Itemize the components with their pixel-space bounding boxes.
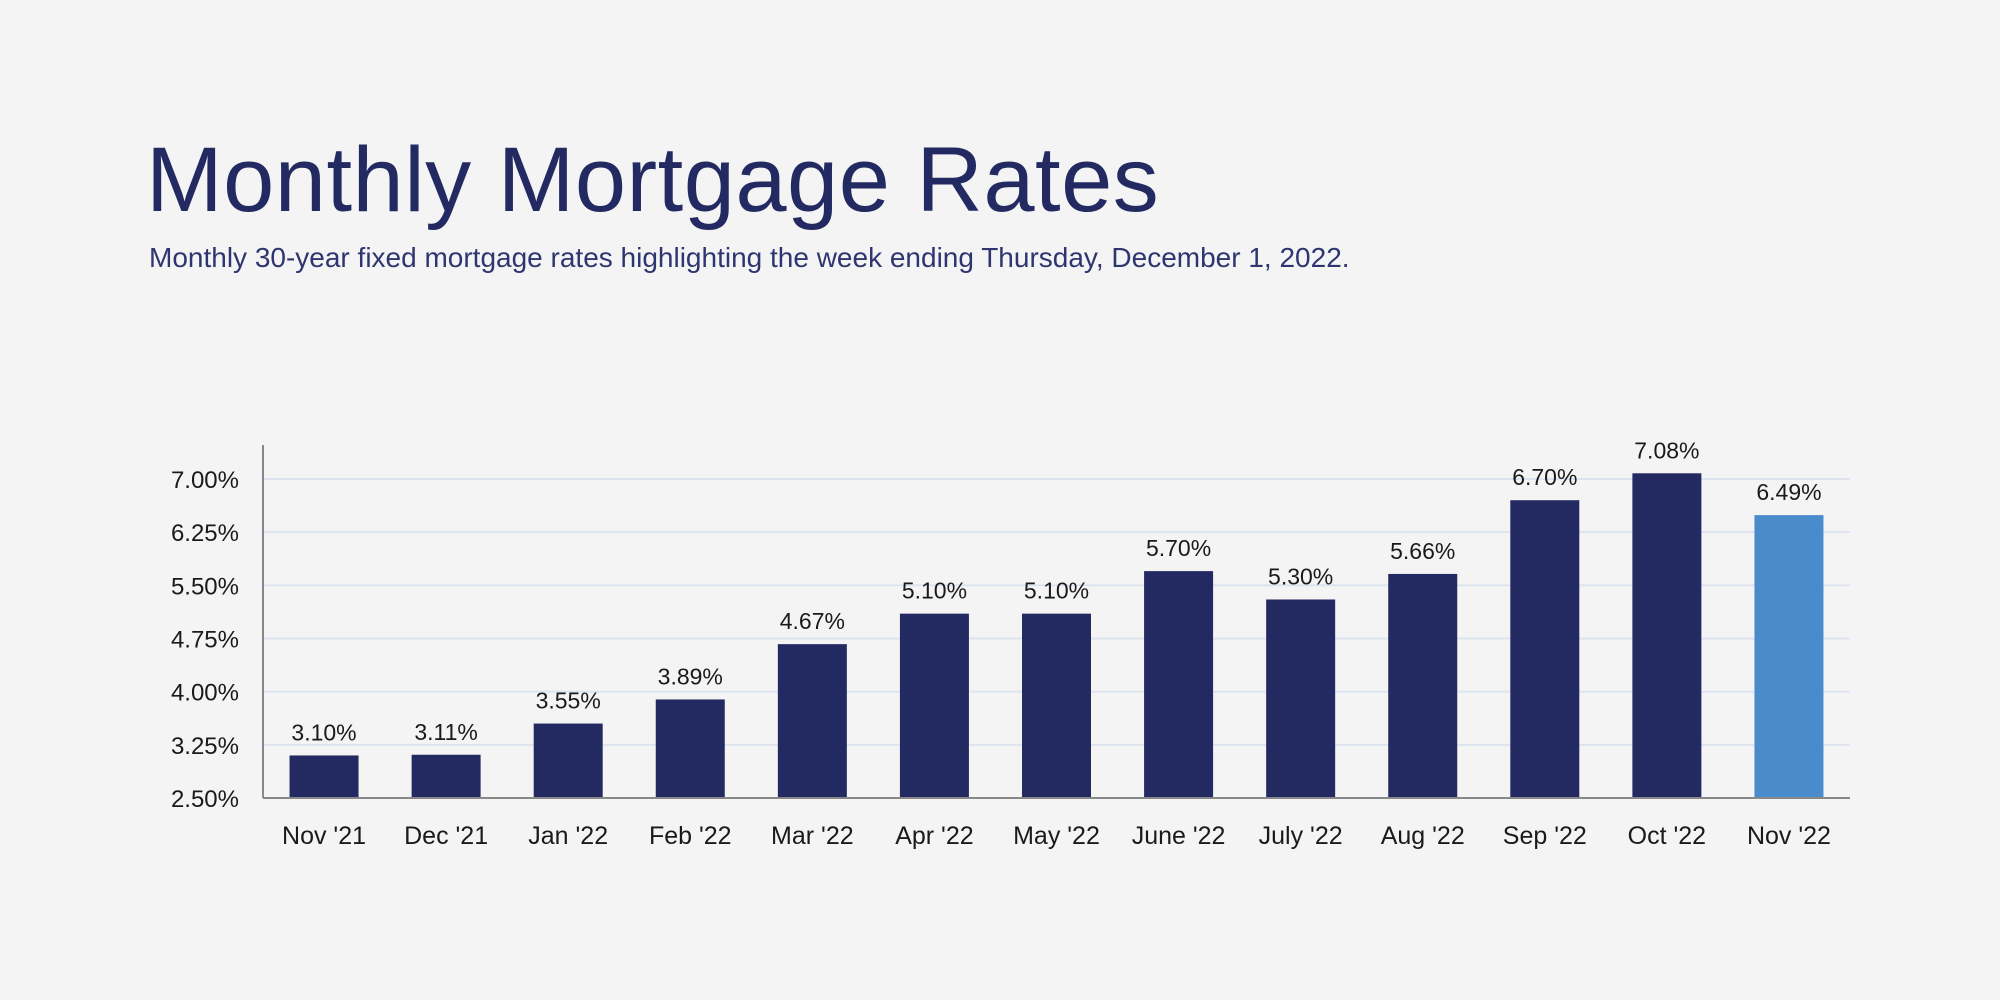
bar bbox=[655, 699, 725, 798]
data-label: 7.08% bbox=[1634, 437, 1699, 463]
x-tick-label: Nov '22 bbox=[1747, 822, 1831, 850]
data-label: 6.49% bbox=[1756, 479, 1821, 505]
x-tick-label: July '22 bbox=[1259, 822, 1343, 850]
data-label: 5.30% bbox=[1268, 563, 1333, 589]
y-tick-label: 2.50% bbox=[171, 786, 239, 813]
y-tick-label: 4.75% bbox=[171, 626, 239, 653]
bar bbox=[1266, 599, 1336, 798]
page-subtitle: Monthly 30-year fixed mortgage rates hig… bbox=[149, 242, 1350, 273]
bar bbox=[1510, 500, 1580, 798]
bar bbox=[899, 613, 969, 798]
data-label: 3.55% bbox=[536, 688, 601, 714]
x-tick-label: Nov '21 bbox=[282, 822, 366, 850]
data-label: 3.89% bbox=[658, 663, 723, 689]
bar bbox=[1754, 515, 1824, 798]
y-tick-label: 3.25% bbox=[171, 733, 239, 760]
y-tick-label: 4.00% bbox=[171, 680, 239, 707]
bar bbox=[289, 755, 359, 798]
data-label: 5.10% bbox=[1024, 578, 1089, 604]
bar bbox=[1022, 613, 1091, 798]
data-label: 5.66% bbox=[1390, 538, 1455, 564]
x-tick-label: Feb '22 bbox=[649, 822, 732, 850]
data-label: 3.11% bbox=[414, 719, 478, 745]
x-tick-label: June '22 bbox=[1132, 822, 1226, 850]
y-tick-label: 5.50% bbox=[171, 573, 239, 600]
bar bbox=[533, 723, 603, 798]
x-tick-label: Sep '22 bbox=[1503, 822, 1587, 850]
bar bbox=[1388, 573, 1458, 798]
y-tick-label: 6.25% bbox=[171, 520, 239, 547]
y-tick-label: 7.00% bbox=[171, 467, 239, 494]
x-tick-label: Jan '22 bbox=[528, 822, 608, 850]
bar bbox=[1632, 473, 1702, 798]
bar bbox=[777, 644, 847, 798]
data-label: 3.10% bbox=[291, 719, 356, 745]
x-tick-label: Dec '21 bbox=[404, 822, 488, 850]
data-label: 6.70% bbox=[1512, 464, 1577, 490]
x-tick-label: Apr '22 bbox=[895, 822, 973, 850]
bar bbox=[1144, 571, 1214, 798]
bar bbox=[411, 754, 481, 798]
x-tick-label: Oct '22 bbox=[1628, 822, 1706, 850]
data-label: 5.70% bbox=[1146, 535, 1211, 561]
page-title: Monthly Mortgage Rates bbox=[146, 129, 1160, 231]
x-tick-label: May '22 bbox=[1013, 822, 1100, 850]
x-tick-label: Aug '22 bbox=[1381, 822, 1465, 850]
data-label: 5.10% bbox=[902, 578, 967, 604]
x-tick-label: Mar '22 bbox=[771, 822, 854, 850]
data-label: 4.67% bbox=[780, 608, 845, 634]
